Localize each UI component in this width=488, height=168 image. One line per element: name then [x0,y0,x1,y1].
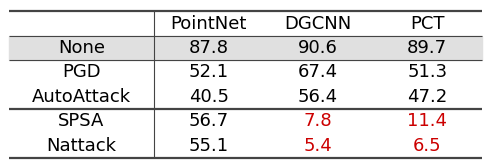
Text: 52.1: 52.1 [189,64,229,81]
Text: AutoAttack: AutoAttack [32,88,131,106]
Text: 11.4: 11.4 [407,112,447,130]
Text: PCT: PCT [410,14,445,33]
Text: 56.4: 56.4 [298,88,338,106]
Text: 90.6: 90.6 [298,39,338,57]
Text: 51.3: 51.3 [407,64,447,81]
Text: 5.4: 5.4 [304,137,332,155]
Text: 55.1: 55.1 [189,137,229,155]
Text: PointNet: PointNet [171,14,247,33]
Text: 40.5: 40.5 [189,88,229,106]
Text: 56.7: 56.7 [189,112,229,130]
Text: 89.7: 89.7 [407,39,447,57]
Text: 6.5: 6.5 [413,137,442,155]
Text: 67.4: 67.4 [298,64,338,81]
Bar [9,36,482,60]
Text: 47.2: 47.2 [407,88,447,106]
Text: 7.8: 7.8 [304,112,332,130]
Text: Nattack: Nattack [46,137,117,155]
Text: 87.8: 87.8 [189,39,229,57]
Text: None: None [58,39,105,57]
Text: DGCNN: DGCNN [285,14,352,33]
Text: PGD: PGD [62,64,101,81]
Text: SPSA: SPSA [58,112,104,130]
